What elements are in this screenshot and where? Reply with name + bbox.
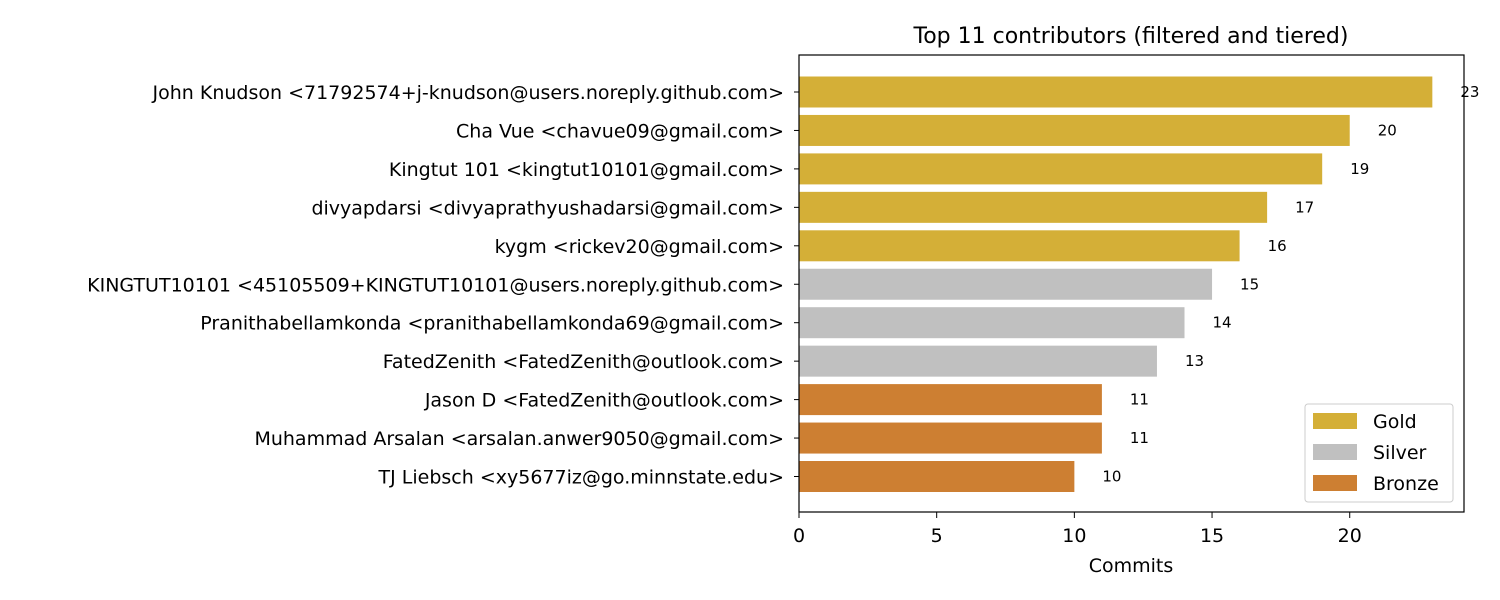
x-tick-label: 15 (1200, 525, 1224, 547)
bar (799, 268, 1213, 300)
bar (799, 384, 1102, 416)
bar (799, 461, 1075, 492)
y-tick-label: Jason D <FatedZenith@outlook.com> (424, 390, 784, 412)
x-tick-label: 10 (1062, 525, 1086, 547)
bar (799, 307, 1185, 339)
bar-value-label: 19 (1350, 160, 1369, 178)
bar (799, 422, 1102, 454)
y-tick-label: FatedZenith <FatedZenith@outlook.com> (383, 351, 784, 373)
legend-label: Silver (1373, 442, 1427, 464)
legend-swatch (1313, 475, 1357, 491)
bar-value-label: 20 (1378, 121, 1397, 139)
y-tick-label: divyapdarsi <divyaprathyushadarsi@gmail.… (311, 197, 784, 219)
bar-value-label: 10 (1102, 468, 1121, 486)
bar-value-label: 13 (1185, 352, 1204, 370)
bar-value-label: 15 (1240, 275, 1259, 293)
x-tick-label: 0 (793, 525, 805, 547)
bar-value-label: 11 (1130, 429, 1149, 447)
bar-value-label: 14 (1213, 314, 1232, 332)
y-tick-label: TJ Liebsch <xy5677iz@go.minnstate.edu> (378, 467, 784, 489)
bars-layer: 23 20 19 17 16 15 14 13 11 11 10 (799, 76, 1479, 492)
chart-title: Top 11 contributors (filtered and tiered… (913, 24, 1349, 49)
legend-label: Gold (1373, 411, 1417, 433)
bar-value-label: 11 (1130, 391, 1149, 409)
legend-swatch (1313, 444, 1357, 460)
axes-layer: John Knudson <71792574+j-knudson@users.n… (87, 54, 1465, 547)
plot-frame (798, 54, 1465, 513)
y-tick-label: KINGTUT10101 <45105509+KINGTUT10101@user… (87, 274, 784, 296)
bar (799, 76, 1433, 108)
y-tick-label: kygm <rickev20@gmail.com> (495, 236, 784, 258)
bar-value-label: 23 (1460, 83, 1479, 101)
x-tick-label: 5 (931, 525, 943, 547)
y-tick-label: Kingtut 101 <kingtut10101@gmail.com> (389, 159, 784, 181)
bar (799, 153, 1323, 185)
y-tick-label: Cha Vue <chavue09@gmail.com> (456, 120, 784, 142)
bar (799, 230, 1240, 262)
legend: Gold Silver Bronze (1304, 403, 1454, 503)
y-tick-label: John Knudson <71792574+j-knudson@users.n… (152, 82, 784, 104)
bar (799, 191, 1268, 223)
bar-value-label: 17 (1295, 198, 1314, 216)
y-tick-label: Muhammad Arsalan <arsalan.anwer9050@gmai… (254, 428, 784, 450)
legend-label: Bronze (1373, 473, 1439, 495)
y-tick-label: Pranithabellamkonda <pranithabellamkonda… (200, 313, 784, 335)
x-axis-label: Commits (1089, 555, 1174, 577)
bar (799, 345, 1157, 377)
bar-value-label: 16 (1268, 237, 1287, 255)
legend-swatch (1313, 413, 1357, 429)
bar (799, 114, 1350, 146)
x-tick-label: 20 (1338, 525, 1362, 547)
